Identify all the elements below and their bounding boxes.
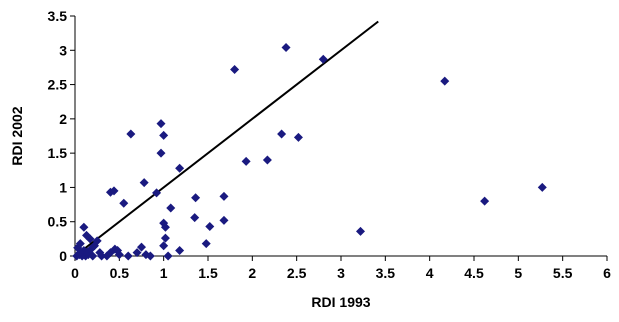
data-point bbox=[537, 182, 547, 192]
y-axis-title: RDI 2002 bbox=[9, 106, 25, 165]
data-point bbox=[114, 250, 124, 260]
data-point bbox=[126, 129, 136, 139]
data-point bbox=[277, 129, 287, 139]
y-tick-label: 1.5 bbox=[48, 145, 68, 161]
x-tick-label: 5 bbox=[514, 265, 522, 281]
y-tick-label: 3.5 bbox=[48, 8, 68, 24]
y-tick-label: 2 bbox=[59, 111, 67, 127]
data-point bbox=[159, 130, 169, 140]
x-tick-label: 1 bbox=[160, 265, 168, 281]
data-point bbox=[262, 155, 272, 165]
data-point bbox=[132, 248, 142, 258]
x-tick-label: 2 bbox=[248, 265, 256, 281]
data-point bbox=[318, 54, 328, 64]
data-point bbox=[152, 188, 162, 198]
data-point bbox=[159, 241, 169, 251]
y-tick-label: 3 bbox=[59, 42, 67, 58]
x-tick-label: 4.5 bbox=[464, 265, 484, 281]
data-point bbox=[480, 196, 490, 206]
data-point bbox=[156, 119, 166, 129]
y-tick-label: 0 bbox=[59, 248, 67, 264]
data-point bbox=[219, 191, 229, 201]
x-axis-title: RDI 1993 bbox=[311, 294, 370, 310]
data-point bbox=[163, 251, 173, 261]
y-tick-label: 2.5 bbox=[48, 77, 68, 93]
data-point bbox=[123, 251, 133, 261]
data-point bbox=[92, 236, 102, 246]
x-tick-label: 3 bbox=[337, 265, 345, 281]
x-tick-label: 5.5 bbox=[553, 265, 573, 281]
data-point bbox=[109, 186, 119, 196]
data-point bbox=[241, 156, 251, 166]
y-axis-ticks: 0 0.5 1 1.5 2 2.5 3 3.5 bbox=[48, 8, 75, 264]
data-point bbox=[75, 239, 85, 249]
data-point bbox=[281, 43, 291, 53]
data-point bbox=[190, 213, 200, 223]
data-points bbox=[72, 43, 547, 261]
data-point bbox=[145, 251, 155, 261]
x-tick-label: 0.5 bbox=[110, 265, 130, 281]
data-point bbox=[293, 132, 303, 142]
data-point bbox=[205, 222, 215, 232]
y-tick-label: 0.5 bbox=[48, 214, 68, 230]
data-point bbox=[191, 193, 201, 203]
data-point bbox=[97, 251, 107, 261]
data-point bbox=[175, 246, 185, 256]
data-point bbox=[95, 248, 105, 258]
data-point bbox=[156, 148, 166, 158]
x-tick-label: 2.5 bbox=[287, 265, 307, 281]
data-point bbox=[219, 215, 229, 225]
data-point bbox=[440, 76, 450, 86]
trend-line bbox=[74, 20, 379, 257]
data-point bbox=[85, 234, 95, 244]
x-tick-label: 1.5 bbox=[198, 265, 218, 281]
x-tick-label: 6 bbox=[603, 265, 611, 281]
data-point bbox=[137, 242, 146, 252]
y-tick-label: 1 bbox=[59, 179, 67, 195]
x-tick-label: 4 bbox=[426, 265, 434, 281]
data-point bbox=[201, 239, 211, 249]
data-point bbox=[160, 233, 170, 243]
data-point bbox=[175, 163, 185, 173]
data-point bbox=[119, 198, 129, 208]
data-point bbox=[166, 203, 176, 213]
data-point bbox=[139, 178, 149, 188]
data-point bbox=[160, 222, 170, 232]
data-point bbox=[230, 64, 240, 74]
data-point bbox=[79, 222, 89, 232]
data-point bbox=[75, 248, 85, 258]
data-point bbox=[82, 247, 92, 257]
data-point bbox=[88, 251, 98, 261]
data-point bbox=[356, 226, 366, 236]
x-tick-label: 0 bbox=[71, 265, 79, 281]
x-tick-label: 3.5 bbox=[376, 265, 396, 281]
x-axis-ticks: 0 0.5 1 1.5 2 2.5 3 3.5 4 4.5 5 5.5 6 bbox=[71, 256, 611, 281]
